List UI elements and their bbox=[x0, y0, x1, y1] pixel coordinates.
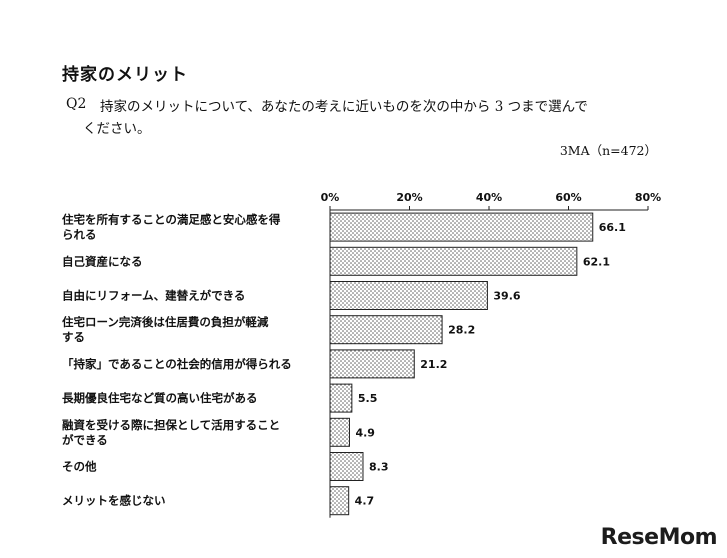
category-label: 長期優良住宅など質の高い住宅がある bbox=[62, 391, 258, 405]
bar bbox=[329, 452, 364, 481]
category-label: 「持家」であることの社会的信用が得られる bbox=[62, 357, 292, 371]
data-label: 21.2 bbox=[420, 358, 447, 371]
category-label: する bbox=[62, 330, 85, 344]
bar bbox=[329, 486, 350, 516]
bar bbox=[329, 212, 594, 242]
category-label: 自由にリフォーム、建替えができる bbox=[62, 289, 245, 303]
category-label: 融資を受ける際に担保として活用すること bbox=[62, 418, 280, 432]
resemom-logo: ReseMom bbox=[600, 525, 718, 550]
x-tick-label: 60% bbox=[555, 191, 581, 204]
category-label: られる bbox=[62, 228, 97, 242]
chart-title: 持家のメリット bbox=[62, 65, 188, 85]
question-number: Q2 bbox=[66, 96, 87, 112]
question-line-2: ください。 bbox=[83, 121, 151, 137]
data-label: 39.6 bbox=[493, 290, 520, 303]
data-label: 4.7 bbox=[355, 495, 375, 508]
sample-note: 3MA（n=472） bbox=[559, 143, 657, 158]
x-tick-label: 40% bbox=[476, 191, 502, 204]
category-label: 住宅ローン完済後は住居費の負担が軽減 bbox=[62, 315, 269, 329]
category-label: 住宅を所有することの満足感と安心感を得 bbox=[62, 213, 281, 227]
x-tick-label: 20% bbox=[396, 191, 422, 204]
bar bbox=[329, 281, 488, 310]
bar bbox=[329, 417, 350, 447]
data-label: 62.1 bbox=[583, 255, 610, 268]
data-label: 8.3 bbox=[369, 461, 389, 474]
x-tick-label: 80% bbox=[635, 191, 661, 204]
data-label: 66.1 bbox=[599, 221, 626, 234]
bar bbox=[329, 383, 353, 413]
logo-part-1: Rese bbox=[600, 525, 659, 550]
bar bbox=[329, 246, 578, 276]
data-label: 5.5 bbox=[358, 392, 378, 405]
bar bbox=[329, 315, 443, 345]
question-line-1: 持家のメリットについて、あなたの考えに近いものを次の中から 3 つまで選んで bbox=[100, 99, 588, 115]
category-label: 自己資産になる bbox=[62, 254, 143, 268]
bar bbox=[329, 349, 415, 379]
category-label: ができる bbox=[62, 433, 108, 447]
x-tick-label: 0% bbox=[321, 191, 340, 204]
data-label: 4.9 bbox=[355, 426, 375, 439]
data-label: 28.2 bbox=[448, 324, 475, 337]
logo-part-2: Mom bbox=[658, 525, 718, 550]
question-text: 持家のメリットについて、あなたの考えに近いものを次の中から 3 つまで選んで く… bbox=[83, 96, 680, 140]
category-label: メリットを感じない bbox=[62, 494, 166, 508]
category-label: その他 bbox=[62, 460, 97, 474]
